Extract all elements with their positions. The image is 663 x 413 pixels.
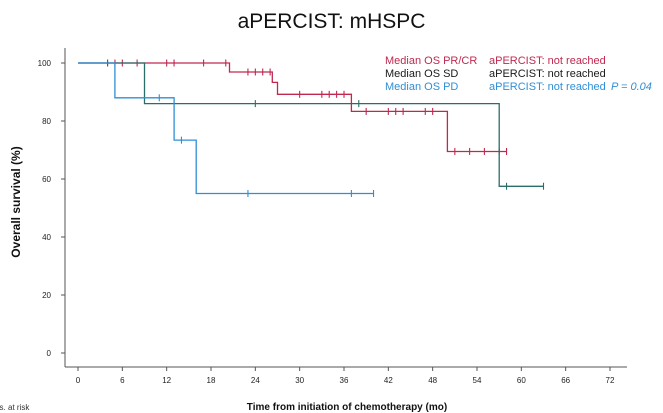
y-tick-label: 0 <box>47 349 52 358</box>
legend-label-2: Median OS PD <box>385 81 458 93</box>
survival-curve-0 <box>78 62 507 153</box>
x-tick-label: 6 <box>120 376 125 385</box>
x-tick-label: 36 <box>340 376 349 385</box>
series-layer <box>78 59 545 197</box>
legend-label-0: Median OS PR/CR <box>385 55 477 67</box>
legend-value-1: aPERCIST: not reached <box>489 68 606 80</box>
legend-value-2: aPERCIST: not reached <box>489 81 606 93</box>
chart-title: aPERCIST: mHSPC <box>237 10 426 33</box>
y-tick-label: 60 <box>42 175 51 184</box>
legend: Median OS PR/CR aPERCIST: not reached Me… <box>385 55 652 93</box>
p-value: P = 0.04 <box>611 81 652 93</box>
survival-curve-2 <box>78 62 374 195</box>
x-tick-label: 18 <box>207 376 216 385</box>
y-tick-label: 20 <box>42 291 51 300</box>
legend-value-0: aPERCIST: not reached <box>489 55 606 67</box>
x-tick-label: 66 <box>561 376 570 385</box>
x-tick-label: 60 <box>517 376 526 385</box>
x-tick-label: 24 <box>251 376 260 385</box>
at-risk-label: Pts. at risk <box>0 403 30 412</box>
x-tick-label: 42 <box>384 376 393 385</box>
y-tick-label: 40 <box>42 233 51 242</box>
survival-curve-1 <box>78 62 544 187</box>
x-tick-label: 54 <box>473 376 482 385</box>
x-tick-label: 72 <box>606 376 615 385</box>
y-tick-label: 80 <box>42 117 51 126</box>
axes-layer: 0 6 12 18 24 30 36 42 48 54 60 66 72 0 20 40 60 80 100 <box>38 48 627 385</box>
x-axis-label: Time from initiation of chemotherapy (mo… <box>247 402 447 413</box>
y-axis-label: Overall survival (%) <box>9 146 23 257</box>
y-tick-label: 100 <box>38 59 52 68</box>
x-tick-label: 0 <box>76 376 81 385</box>
x-tick-label: 48 <box>428 376 437 385</box>
x-tick-label: 12 <box>162 376 171 385</box>
legend-label-1: Median OS SD <box>385 68 458 80</box>
x-tick-label: 30 <box>295 376 304 385</box>
